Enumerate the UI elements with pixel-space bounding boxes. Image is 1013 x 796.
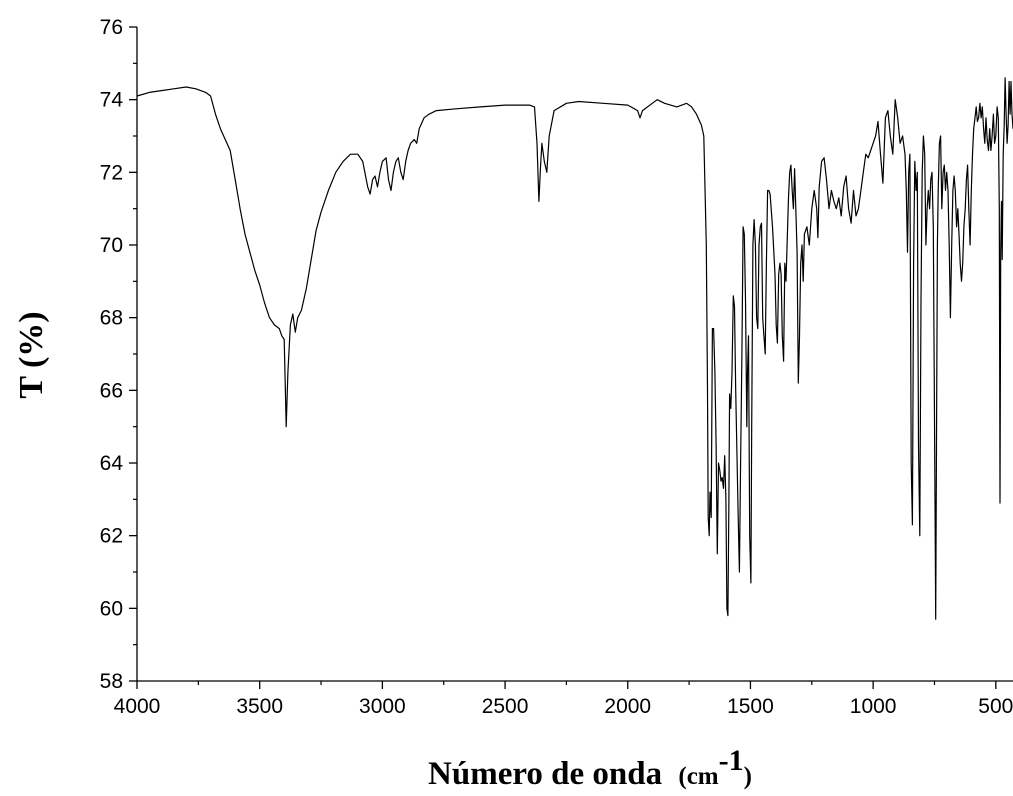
series-layer — [136, 77, 1013, 620]
x-tick-label: 4000 — [114, 695, 161, 718]
x-tick-label: 1000 — [850, 695, 897, 718]
y-tick-label: 62 — [100, 525, 123, 548]
x-tick-label: 3500 — [236, 695, 283, 718]
y-tick-label: 72 — [100, 161, 123, 184]
x-tick-label: 500 — [978, 695, 1013, 718]
x-tick-label: 3000 — [359, 695, 406, 718]
spectrum-line — [136, 77, 1013, 620]
y-tick-label: 76 — [100, 16, 123, 39]
x-axis-title-unit: (cm — [678, 763, 718, 790]
y-tick-label: 74 — [100, 89, 124, 112]
x-axis-ticks: 4000 3500 3000 2500 2000 1500 1000 500 — [114, 681, 1013, 718]
y-tick-label: 64 — [100, 452, 124, 475]
x-axis-title-close: ) — [744, 763, 752, 790]
x-tick-label: 2500 — [482, 695, 529, 718]
x-axis-title: Número de onda (cm-1) — [428, 744, 752, 792]
y-tick-label: 68 — [100, 307, 123, 330]
y-tick-label: 58 — [100, 670, 123, 693]
x-tick-label: 1500 — [727, 695, 774, 718]
plot-frame — [136, 27, 1013, 682]
y-tick-label: 60 — [100, 597, 123, 620]
x-axis-title-superscript: -1 — [719, 744, 744, 777]
y-axis-title: T (%) — [13, 311, 50, 398]
x-tick-label: 2000 — [604, 695, 651, 718]
y-tick-label: 70 — [100, 234, 123, 257]
y-tick-label: 66 — [100, 379, 123, 402]
x-axis-title-main: Número de onda — [428, 756, 662, 792]
y-axis-ticks: 58 60 62 64 66 68 70 72 74 76 — [100, 16, 137, 693]
